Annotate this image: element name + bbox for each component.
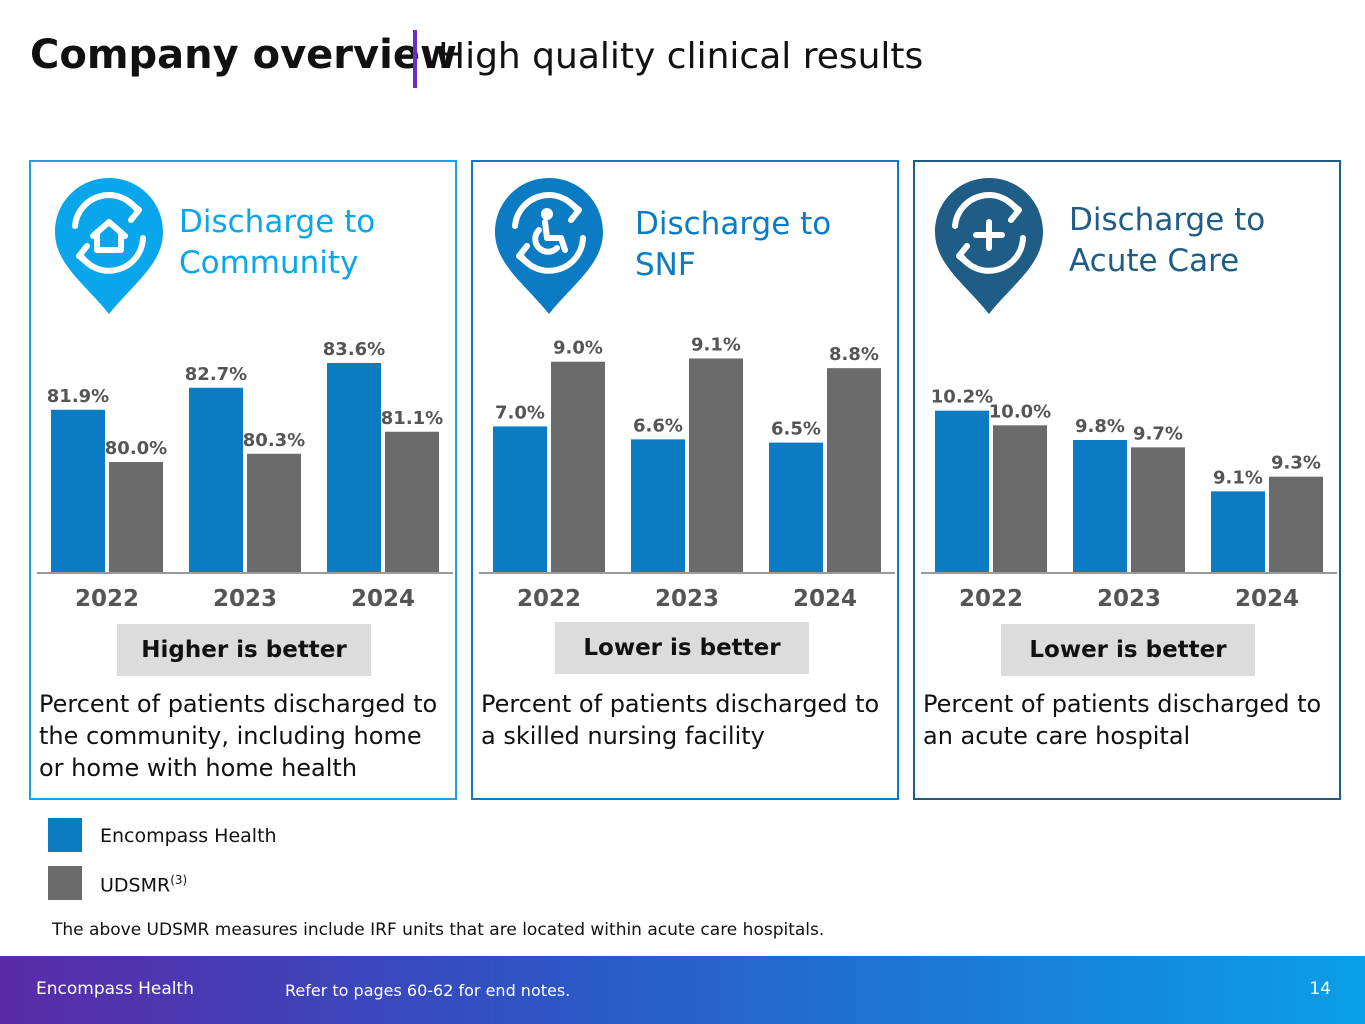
legend-label-encompass: Encompass Health [100,825,277,847]
panel-title: Discharge to Acute Care [1069,200,1265,282]
home-cycle-icon [55,178,163,314]
data-label-encompass-2024: 9.1% [1213,467,1263,488]
page-subtitle: High quality clinical results [438,36,924,77]
bar-encompass-2023 [189,387,243,572]
panel-discharge-snf: Discharge to SNF 7.0% 9.0% 2022 6.6% 9.1% 202… [471,160,899,800]
data-label-udsmr-2023: 80.3% [243,430,305,451]
panel-title-line1: Discharge to [179,204,376,240]
footer-endnotes: Refer to pages 60-62 for end notes. [285,981,571,1000]
panel-title: Discharge to Community [179,202,375,284]
bar-udsmr-2022 [551,361,605,572]
title-divider [413,30,417,88]
chart-discharge-community: 81.9% 80.0% 2022 82.7% 80.3% 2023 83.6% 81.1% 20… [37,339,453,612]
data-label-encompass-2024: 6.5% [771,419,821,440]
bar-udsmr-2023 [689,358,743,572]
bar-encompass-2023 [631,439,685,572]
data-label-udsmr-2023: 9.1% [691,334,741,355]
legend-label-udsmr: UDSMR(3) [100,873,188,897]
lower-is-better-badge: Lower is better [555,622,809,674]
higher-is-better-badge: Higher is better [117,624,371,676]
wheelchair-cycle-icon [495,178,603,314]
bar-udsmr-2022 [109,462,163,572]
panel-title: Discharge to SNF [635,204,831,286]
bar-udsmr-2023 [1131,447,1185,572]
bar-udsmr-2024 [1269,476,1323,572]
panel-discharge-community: Discharge to Community 81.9% 80.0% 2022 82.… [29,160,457,800]
lower-is-better-badge: Lower is better [1001,624,1255,676]
panel-description: Percent of patients discharged to an acu… [923,690,1322,750]
x-tick-label-2022: 2022 [959,586,1023,612]
data-label-udsmr-2024: 8.8% [829,344,879,365]
bar-udsmr-2023 [247,453,301,572]
data-label-udsmr-2022: 10.0% [989,401,1051,422]
x-tick-label-2023: 2023 [213,586,277,612]
bar-encompass-2024 [1211,491,1265,572]
data-label-encompass-2022: 7.0% [495,402,545,423]
panel-title-line2: SNF [635,247,696,283]
legend-swatch-encompass [48,818,82,852]
panel-title-line2: Community [179,245,359,281]
x-tick-label-2022: 2022 [75,586,139,612]
data-label-encompass-2023: 82.7% [185,364,247,385]
bar-udsmr-2024 [385,431,439,572]
bar-encompass-2022 [493,426,547,572]
page-title: Company overview [30,32,457,78]
x-tick-label-2024: 2024 [1235,586,1299,612]
panel-discharge-acute-care: Discharge to Acute Care 10.2% 10.0% 2022 9.… [913,160,1341,800]
chart-discharge-acute-care: 10.2%10.0% 2022 9.8% 9.7% 2023 9.1% 9.3% 2024 [921,387,1337,612]
data-label-udsmr-2023: 9.7% [1133,423,1183,444]
data-label-udsmr-2024: 81.1% [381,408,443,429]
footer-bar: Encompass Health Refer to pages 60-62 fo… [0,956,1365,1024]
bar-encompass-2023 [1073,440,1127,572]
data-label-udsmr-2022: 9.0% [553,338,603,359]
legend-swatch-udsmr [48,866,82,900]
x-tick-label-2023: 2023 [655,586,719,612]
panel-description: Percent of patients discharged to a skil… [481,690,880,750]
data-label-udsmr-2024: 9.3% [1271,453,1321,474]
data-label-udsmr-2022: 80.0% [105,438,167,459]
panel-title-line2: Acute Care [1069,243,1240,279]
x-tick-label-2024: 2024 [793,586,857,612]
medical-cross-cycle-icon [935,178,1043,314]
bar-encompass-2022 [935,410,989,572]
bar-encompass-2024 [769,442,823,572]
panel-title-line1: Discharge to [1069,202,1266,238]
bar-encompass-2022 [51,409,105,572]
x-tick-label-2024: 2024 [351,586,415,612]
footnote: The above UDSMR measures include IRF uni… [52,920,825,940]
bar-udsmr-2024 [827,368,881,572]
page-number: 14 [1309,979,1331,999]
footer-brand: Encompass Health [36,979,194,999]
x-tick-label-2022: 2022 [517,586,581,612]
chart-discharge-snf: 7.0% 9.0% 2022 6.6% 9.1% 2023 6.5% 8.8% 2024 [479,334,895,612]
data-label-encompass-2023: 9.8% [1075,416,1125,437]
x-tick-label-2023: 2023 [1097,586,1161,612]
panel-description: Percent of patients discharged to the co… [39,690,438,782]
data-label-encompass-2023: 6.6% [633,415,683,436]
bar-encompass-2024 [327,363,381,572]
bar-udsmr-2022 [993,425,1047,572]
data-label-encompass-2022: 10.2% [931,387,993,408]
data-label-encompass-2024: 83.6% [323,339,385,360]
data-label-encompass-2022: 81.9% [47,386,109,407]
legend-superscript: (3) [170,873,188,887]
panel-title-line1: Discharge to [635,206,832,242]
